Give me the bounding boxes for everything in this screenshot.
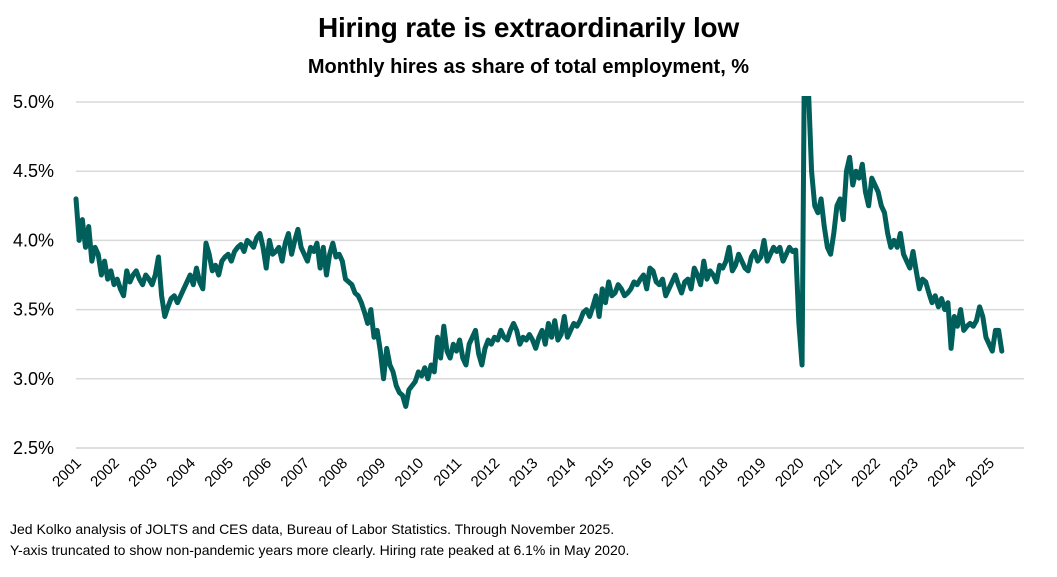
x-tick-label: 2008 <box>316 455 352 491</box>
source-note: Jed Kolko analysis of JOLTS and CES data… <box>10 521 615 537</box>
x-tick-label: 2004 <box>163 455 199 491</box>
x-tick-label: 2007 <box>277 455 313 491</box>
y-axis: 2.5% 3.0% 3.5% 4.0% 4.5% 5.0% <box>13 92 54 458</box>
x-tick-label: 2006 <box>239 455 275 491</box>
x-tick-label: 2021 <box>810 455 846 491</box>
chart-subtitle: Monthly hires as share of total employme… <box>307 56 750 78</box>
x-tick-label: 2020 <box>772 455 808 491</box>
x-axis: 2001 2002 2003 2004 2005 2006 2007 2008 2009 2010… <box>49 447 1024 491</box>
x-tick-label: 2003 <box>125 455 161 491</box>
x-tick-label: 2016 <box>620 455 656 491</box>
x-tick-label: 2012 <box>468 455 504 491</box>
x-tick-label: 2001 <box>49 455 85 491</box>
x-tick-label: 2002 <box>87 455 123 491</box>
x-tick-label: 2017 <box>658 455 694 491</box>
chart-title: Hiring rate is extraordinarily low <box>317 12 740 43</box>
x-tick-label: 2024 <box>924 455 960 491</box>
x-tick-label: 2023 <box>886 455 922 491</box>
axis-note: Y-axis truncated to show non-pandemic ye… <box>10 542 630 558</box>
x-tick-label: 2009 <box>354 455 390 491</box>
y-tick-label: 3.0% <box>13 369 54 389</box>
x-tick-label: 2014 <box>544 455 580 491</box>
y-tick-label: 4.0% <box>13 230 54 250</box>
x-tick-label: 2022 <box>848 455 884 491</box>
series-line-hiring-rate <box>73 96 1005 409</box>
x-tick-label: 2019 <box>734 455 770 491</box>
x-tick-label: 2013 <box>506 455 542 491</box>
x-tick-label: 2015 <box>582 455 618 491</box>
x-tick-label: 2010 <box>392 455 428 491</box>
y-tick-label: 4.5% <box>13 161 54 181</box>
x-tick-label: 2025 <box>962 455 998 491</box>
x-tick-label: 2005 <box>201 455 237 491</box>
y-tick-label: 2.5% <box>13 438 54 458</box>
y-tick-label: 3.5% <box>13 300 54 320</box>
y-tick-label: 5.0% <box>13 92 54 112</box>
x-tick-label: 2011 <box>430 455 465 490</box>
x-tick-label: 2018 <box>696 455 732 491</box>
